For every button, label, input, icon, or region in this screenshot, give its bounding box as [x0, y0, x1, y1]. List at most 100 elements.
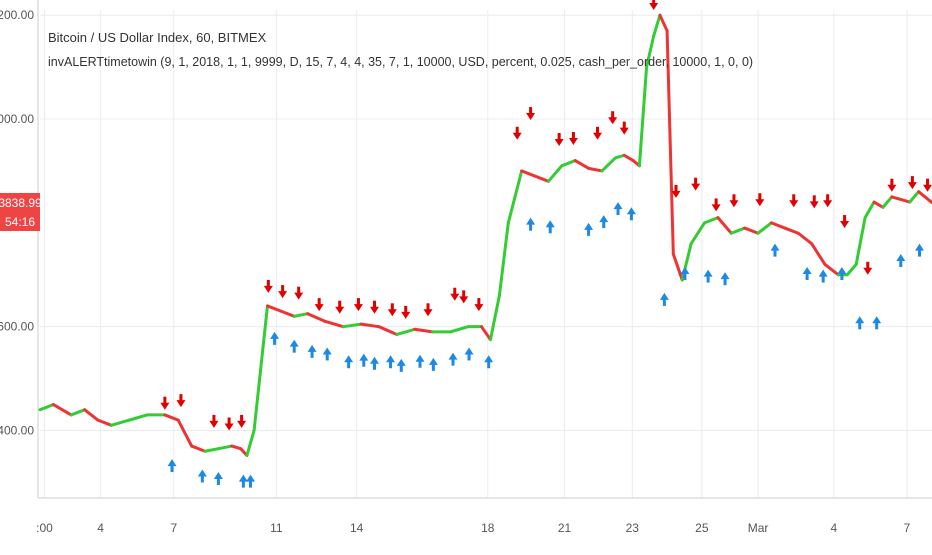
buy-signal-arrow-head [484, 355, 494, 363]
sell-signal-arrow-shaft [240, 414, 244, 422]
sell-signal-arrow-shaft [404, 305, 408, 313]
sell-signal-arrow-head [459, 296, 469, 304]
sell-signal-arrow [278, 285, 288, 299]
sell-signal-arrow-head [160, 402, 170, 410]
buy-signal-arrow [770, 243, 780, 257]
buy-signal-arrow-shaft [249, 480, 253, 488]
sell-signal-arrow-shaft [281, 285, 285, 293]
buy-signal-arrow-shaft [548, 226, 552, 234]
sell-signal-arrow-shaft [426, 303, 430, 311]
sell-signal-arrow [863, 261, 873, 275]
sell-signal-arrow-shaft [212, 414, 216, 422]
sell-signal-arrow-head [671, 190, 681, 198]
sell-signal-arrow-shaft [826, 194, 830, 202]
price-segment [520, 169, 537, 178]
price-badge: 3838.99 54:16 [0, 193, 42, 231]
sell-signal-arrow [224, 417, 234, 431]
price-segment [689, 221, 707, 246]
price-segment [245, 429, 256, 457]
price-segment [658, 13, 669, 33]
sell-signal-arrow-head [593, 132, 602, 140]
buy-signal-arrow-head [720, 272, 730, 280]
price-badge-countdown-bg [0, 213, 40, 231]
buy-signal-arrow-head [613, 202, 623, 210]
buy-signal-arrow-head [246, 474, 256, 482]
price-segment [917, 190, 932, 205]
price-segment [881, 195, 894, 209]
price-segment [413, 327, 434, 334]
buy-signal-arrow [197, 469, 207, 483]
buy-signal-arrow-shaft [899, 260, 903, 267]
sell-signal-arrow-shaft [611, 111, 615, 119]
sell-signal-arrow-shaft [356, 298, 360, 306]
buy-signal-arrow [270, 331, 280, 345]
sell-signal-arrow-shaft [462, 290, 466, 298]
sell-signal-arrow-shaft [338, 300, 342, 308]
buy-signal-arrow [289, 339, 299, 353]
sell-signal-arrow [314, 298, 324, 312]
sell-signal-arrow-head [887, 184, 897, 192]
buy-signal-arrow-head [344, 355, 354, 363]
time-scale[interactable]: :00 4 7 11 14 18 21 23 25 Mar 4 7 [36, 521, 911, 535]
symbol-title[interactable]: Bitcoin / US Dollar Index, 60, BITMEX [48, 30, 267, 45]
buy-signal-arrow [915, 243, 925, 257]
x-tick-label: 4 [831, 521, 838, 535]
buy-signal-arrow-shaft [373, 362, 376, 370]
buy-signal-arrow [386, 355, 396, 369]
price-segment [203, 447, 220, 453]
buy-signal-arrow-shaft [451, 358, 455, 366]
price-segment [279, 309, 296, 318]
buy-signal-arrow-shaft [241, 480, 245, 488]
sell-signal-arrow-shaft [910, 176, 914, 184]
study-legend[interactable]: invALERTtimetowin (9, 1, 2018, 1, 1, 999… [48, 55, 753, 69]
buy-signal-arrow-shaft [200, 475, 204, 483]
x-tick-label: :00 [36, 521, 53, 535]
sell-signal-arrow-head [370, 306, 379, 314]
price-segment [600, 156, 617, 173]
sell-signal-arrow-head [840, 221, 850, 229]
buy-signal-arrow-shaft [805, 272, 809, 280]
buy-signal-arrow [818, 269, 828, 283]
sell-signal-arrow-shaft [812, 195, 816, 203]
sell-signal-arrow-head [907, 182, 917, 190]
price-segment [587, 166, 604, 173]
price-segment [395, 327, 417, 336]
buy-signal-arrow-shaft [292, 345, 296, 353]
sell-signal-arrow-head [314, 304, 324, 312]
buy-signal-arrow-head [818, 269, 828, 277]
price-scale[interactable]: 3400.00 3600.00 4000.00 4200.00 [0, 8, 34, 437]
price-segment [69, 408, 87, 417]
price-segment [810, 242, 827, 266]
buy-signal-arrow [167, 459, 177, 473]
price-segment [546, 164, 564, 183]
buy-signal-arrow-shaft [629, 213, 633, 221]
price-segment [560, 159, 577, 168]
price-segment [716, 216, 733, 235]
buy-signal-arrow [213, 472, 223, 486]
sell-signal-arrow-shaft [758, 193, 762, 201]
sell-signal-arrow [907, 176, 917, 190]
sell-signal-arrow-head [568, 137, 578, 145]
price-segment [359, 322, 381, 329]
buy-signal-arrow [703, 269, 713, 283]
buy-signal-arrow [415, 354, 425, 368]
sell-signal-arrow-shaft [890, 178, 894, 186]
buy-signal-arrow-head [896, 254, 906, 261]
sell-signal-arrow [755, 193, 765, 207]
buy-signal-arrow-head [167, 459, 177, 467]
grid-layer [40, 10, 932, 498]
sell-signal-arrow-head [387, 309, 397, 317]
sell-signal-arrow-head [823, 200, 833, 208]
buy-signal-arrow-shaft [662, 298, 666, 306]
buy-signal-arrow-shaft [362, 359, 366, 367]
sell-signal-arrow-shaft [694, 177, 698, 185]
buy-signal-arrow-shaft [347, 361, 351, 369]
x-tick-label: 7 [904, 521, 911, 535]
price-segment [872, 200, 885, 209]
buy-signal-arrow-head [915, 243, 925, 251]
buy-signal-arrow-head [213, 472, 223, 480]
sell-signal-arrow-shaft [714, 198, 718, 206]
buy-signal-arrow-shaft [529, 223, 533, 231]
price-segment [163, 413, 180, 422]
